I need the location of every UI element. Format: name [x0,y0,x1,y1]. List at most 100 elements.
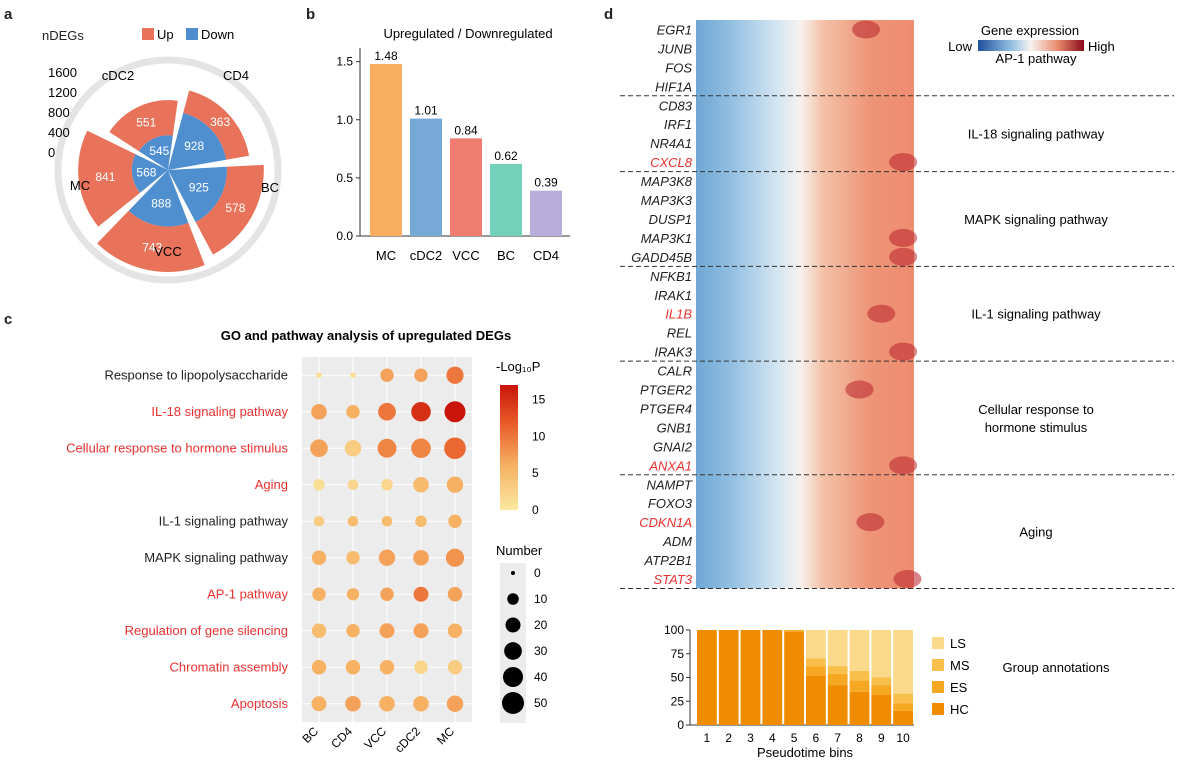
group-label: Aging [1019,525,1052,540]
dot [444,437,466,460]
annotation-legend-label: LS [950,636,966,651]
category-label: BC [261,180,279,195]
up-value-label: 841 [95,170,115,184]
size-legend-tick: 0 [534,566,541,580]
legend-down-swatch [186,28,198,40]
annotation-y-tick-label: 50 [671,671,685,685]
dot [377,438,397,458]
column-label: BC [299,724,321,746]
annotation-segment [806,658,826,667]
dot [346,624,360,638]
heatmap-hotspot [893,570,922,589]
down-value-label: 545 [149,144,169,158]
up-wedge [183,90,250,160]
dot [311,696,327,712]
panel-b: b Upregulated / Downregulated 1.5 1.0 0.5 0.… [300,0,590,300]
dot [446,695,464,712]
up-value-label: 743 [142,241,162,255]
heatmap-hotspot [867,304,896,323]
ratio-bar-chart: Upregulated / Downregulated 1.5 1.0 0.5 0.0 1… [336,26,570,263]
legend-up-label: Up [157,27,174,42]
bin-label: 2 [725,731,732,745]
gene-label: ANXA1 [648,458,692,473]
heatmap-hotspot [852,20,881,39]
gene-label: DUSP1 [649,212,692,227]
size-legend-title: Number [496,543,543,558]
gene-label: PTGER2 [640,383,693,398]
dot [447,660,463,675]
gene-label: IL1B [665,307,692,322]
dot [445,548,465,567]
color-legend-tick: 15 [532,393,546,407]
chart-title: GO and pathway analysis of upregulated D… [221,328,511,343]
heatmap-body [696,20,914,589]
polar-bar-chart: nDEGs Up Down 1600 1200 800 400 0 928 363 CD4 925 57… [42,27,282,284]
annotation-legend-swatch [932,703,944,715]
heatmap-hotspot [889,153,918,172]
legend-down-label: Down [201,27,234,42]
gene-label: IRAK1 [654,288,692,303]
annotation-segment [762,630,783,725]
color-legend-title: -Log₁₀P [496,359,540,374]
annotation-segment [827,685,848,725]
panel-label-c: c [4,311,13,328]
annotation-segment [740,630,761,725]
polar-rtick: 800 [48,105,70,120]
polar-ylabel: nDEGs [42,28,84,43]
dot [415,515,427,527]
annotation-xlabel: Pseudotime bins [757,745,854,760]
heatmap-hotspot [889,456,918,475]
annotation-segment [871,694,892,725]
category-label: cDC2 [102,68,135,83]
gene-label: FOXO3 [648,496,693,511]
heatmap-hotspot [889,247,918,266]
annotation-legend-label: MS [950,658,970,673]
row-label: IL-1 signaling pathway [159,513,289,528]
annotation-segment [827,630,848,667]
dot [447,587,463,602]
annotation-segment [893,710,913,725]
panel-label-b: b [306,6,316,23]
dot [350,372,356,379]
dot [347,515,359,527]
down-wedge [168,112,227,170]
group-label: Cellular response to [978,402,1094,417]
color-legend-tick: 10 [532,429,546,443]
gene-label: PTGER4 [640,401,692,416]
up-wedge [195,164,264,255]
dot [379,623,395,639]
annotation-segment [871,685,892,695]
column-label: MC [434,724,457,747]
x-tick-label: MC [376,248,396,263]
up-value-label: 578 [225,201,245,215]
dot [347,479,359,491]
pseudotime-heatmap: EGR1 JUNB FOS HIF1A CD83 IRF1 NR4A1 CXCL8 MAP3K8… [620,20,1174,760]
color-legend-tick: 5 [532,466,539,480]
gene-label: STAT3 [653,572,692,587]
annotation-segment [849,670,870,681]
bin-label: 1 [704,731,711,745]
legend-up-swatch [142,28,154,40]
annotation-legend-label: ES [950,680,968,695]
down-value-label: 568 [136,165,156,179]
dot [381,515,393,527]
dot [311,660,327,675]
bin-label: 5 [791,731,798,745]
annotation-segment [849,630,870,671]
chart-title: Upregulated / Downregulated [383,26,552,41]
gene-label: IRF1 [664,117,692,132]
panel-d: d EGR1 JUNB FOS HIF1A CD83 IRF1 NR4A1 CXCL8 MAP3… [600,0,1181,767]
bar-value-label: 0.39 [534,176,558,190]
annotation-segment [827,666,848,674]
polar-rtick: 1200 [48,85,77,100]
bar-value-label: 1.01 [414,104,438,118]
annotation-segment [697,630,717,725]
annotation-segment [893,630,913,694]
dot [447,623,463,638]
dot [346,588,360,601]
down-wedge [168,166,227,223]
gene-label: FOS [665,60,692,75]
gene-label: ATP2B1 [644,553,692,568]
down-wedge [131,154,168,193]
size-legend-dot [511,571,515,575]
